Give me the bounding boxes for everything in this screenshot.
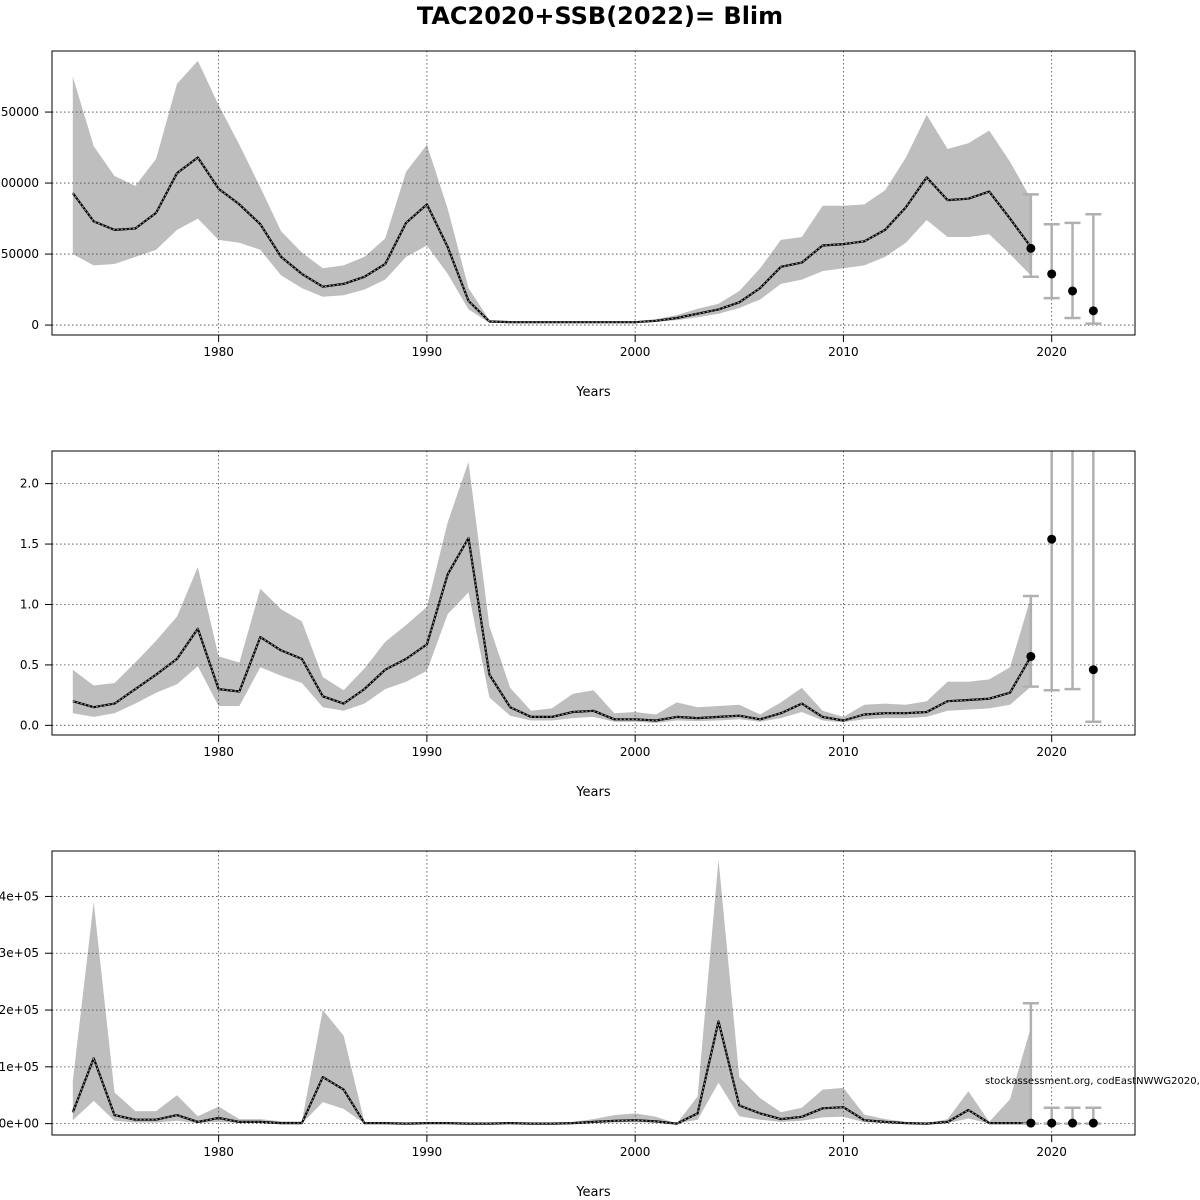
plot-frame bbox=[51, 850, 1136, 1136]
x-tick-label: 2020 bbox=[1036, 345, 1067, 359]
x-tick-label: 2020 bbox=[1036, 745, 1067, 759]
forecast-point bbox=[1088, 306, 1098, 316]
estimate-line-dotted bbox=[72, 156, 1032, 323]
forecast-point bbox=[1047, 269, 1057, 279]
y-tick-label: 0 bbox=[31, 318, 39, 332]
y-tick-label: 0.5 bbox=[20, 658, 39, 672]
x-tick-label: 1980 bbox=[203, 1145, 234, 1159]
x-tick-label: 1990 bbox=[412, 1145, 443, 1159]
forecast-point bbox=[1088, 1118, 1098, 1128]
x-tick-label: 1980 bbox=[203, 745, 234, 759]
y-tick-label: 2e+05 bbox=[0, 1003, 39, 1017]
y-tick-label: 3e+05 bbox=[0, 946, 39, 960]
confidence-band bbox=[72, 60, 1031, 324]
x-tick-label: 2010 bbox=[828, 345, 859, 359]
x-tick-label: 2010 bbox=[828, 1145, 859, 1159]
y-tick-label: 0e+00 bbox=[0, 1117, 39, 1131]
forecast-point bbox=[1026, 651, 1036, 661]
forecast-point bbox=[1088, 665, 1098, 675]
forecast-point bbox=[1026, 1118, 1036, 1128]
chart-title: TAC2020+SSB(2022)= Blim bbox=[416, 2, 784, 30]
x-tick-label: 2000 bbox=[620, 345, 651, 359]
forecast-point bbox=[1068, 1118, 1078, 1128]
forecast-point bbox=[1047, 1118, 1057, 1128]
y-tick-label: 1.0 bbox=[20, 597, 39, 611]
x-tick-label: 2000 bbox=[620, 1145, 651, 1159]
y-tick-label: 100000 bbox=[0, 176, 39, 190]
y-tick-label: 4e+05 bbox=[0, 889, 39, 903]
estimate-line bbox=[71, 1020, 1031, 1125]
y-tick-label: 150000 bbox=[0, 105, 39, 119]
x-tick-label: 2020 bbox=[1036, 1145, 1067, 1159]
y-tick-label: 1.5 bbox=[20, 537, 39, 551]
x-axis-label: Years bbox=[575, 785, 611, 800]
y-tick-label: 1e+05 bbox=[0, 1060, 39, 1074]
confidence-band bbox=[72, 859, 1031, 1124]
plot-frame bbox=[51, 450, 1136, 736]
plot-frame bbox=[51, 50, 1136, 336]
source-annotation: stockassessment.org, codEastNWWG2020, bbox=[985, 1076, 1200, 1087]
confidence-band bbox=[72, 461, 1031, 723]
y-tick-label: 2.0 bbox=[20, 477, 39, 491]
x-tick-label: 1990 bbox=[412, 745, 443, 759]
x-tick-label: 2010 bbox=[828, 745, 859, 759]
forecast-point bbox=[1047, 534, 1057, 544]
x-axis-label: Years bbox=[575, 1185, 611, 1200]
y-tick-label: 50000 bbox=[1, 247, 39, 261]
x-tick-label: 1990 bbox=[412, 345, 443, 359]
estimate-line-dotted bbox=[72, 536, 1032, 722]
forecast-point bbox=[1068, 286, 1078, 296]
forecast-point bbox=[1026, 243, 1036, 253]
y-tick-label: 0.0 bbox=[20, 718, 39, 732]
x-axis-label: Years bbox=[575, 385, 611, 400]
x-tick-label: 1980 bbox=[203, 345, 234, 359]
x-tick-label: 2000 bbox=[620, 745, 651, 759]
